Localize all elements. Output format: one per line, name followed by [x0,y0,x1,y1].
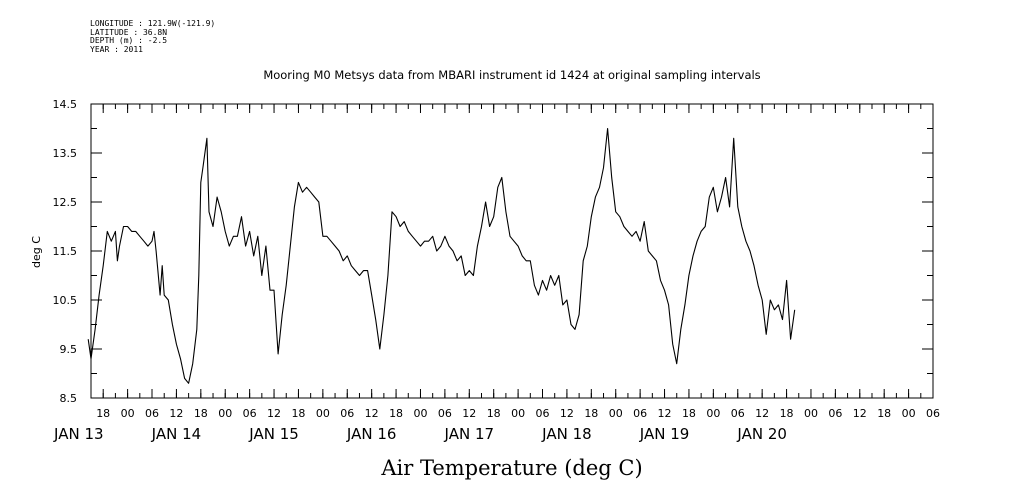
hour-tick-label: 12 [267,407,281,420]
longitude-label: LONGITUDE : 121.9W(-121.9) [90,19,216,28]
hour-tick-label: 18 [682,407,696,420]
mooring-metadata: LONGITUDE : 121.9W(-121.9) LATITUDE : 36… [90,19,216,54]
y-tick-label: 8.5 [60,392,78,405]
hour-tick-label: 18 [389,407,403,420]
day-label: JAN 13 [53,425,104,443]
hour-tick-label: 06 [731,407,745,420]
y-tick-label: 11.5 [53,245,78,258]
hour-tick-label: 12 [462,407,476,420]
day-label: JAN 15 [248,425,299,443]
hour-tick-label: 00 [902,407,916,420]
day-label: JAN 20 [736,425,787,443]
hour-tick-label: 00 [218,407,232,420]
hour-tick-label: 12 [365,407,379,420]
y-tick-label: 14.5 [53,98,78,111]
y-tick-label: 9.5 [60,343,78,356]
hour-tick-label: 06 [340,407,354,420]
day-label: JAN 14 [151,425,202,443]
chart-title: Mooring M0 Metsys data from MBARI instru… [263,68,760,82]
day-label: JAN 19 [639,425,690,443]
hour-tick-label: 06 [145,407,159,420]
y-tick-label: 10.5 [53,294,78,307]
hour-tick-label: 06 [633,407,647,420]
hour-tick-label: 00 [413,407,427,420]
y-tick-label: 12.5 [53,196,78,209]
day-label: JAN 17 [444,425,495,443]
depth-label: DEPTH (m) : -2.5 [90,36,168,45]
y-axis-label: deg C [30,236,43,268]
hour-tick-label: 00 [706,407,720,420]
y-tick-label: 13.5 [53,147,78,160]
hour-tick-label: 18 [780,407,794,420]
hour-tick-label: 12 [755,407,769,420]
day-label: JAN 18 [541,425,592,443]
hour-tick-label: 18 [194,407,208,420]
hour-tick-label: 06 [536,407,550,420]
hour-tick-label: 18 [877,407,891,420]
plot-frame [90,103,934,399]
hour-tick-label: 12 [853,407,867,420]
hour-tick-label: 06 [243,407,257,420]
day-label: JAN 16 [346,425,397,443]
hour-tick-label: 18 [487,407,501,420]
hour-tick-label: 06 [926,407,940,420]
hour-tick-label: 18 [96,407,110,420]
air-temperature-line [87,127,796,384]
year-label: YEAR : 2011 [90,44,143,54]
latitude-label: LATITUDE : 36.8N [90,27,168,37]
hour-tick-label: 00 [121,407,135,420]
hour-tick-label: 06 [828,407,842,420]
x-axis-label: Air Temperature (deg C) [380,456,642,480]
hour-tick-label: 06 [438,407,452,420]
hour-tick-label: 00 [316,407,330,420]
hour-tick-label: 00 [511,407,525,420]
hour-tick-label: 18 [584,407,598,420]
hour-tick-label: 00 [609,407,623,420]
hour-tick-label: 00 [804,407,818,420]
hour-tick-label: 12 [169,407,183,420]
hour-tick-label: 12 [658,407,672,420]
hour-tick-label: 12 [560,407,574,420]
hour-tick-label: 18 [291,407,305,420]
